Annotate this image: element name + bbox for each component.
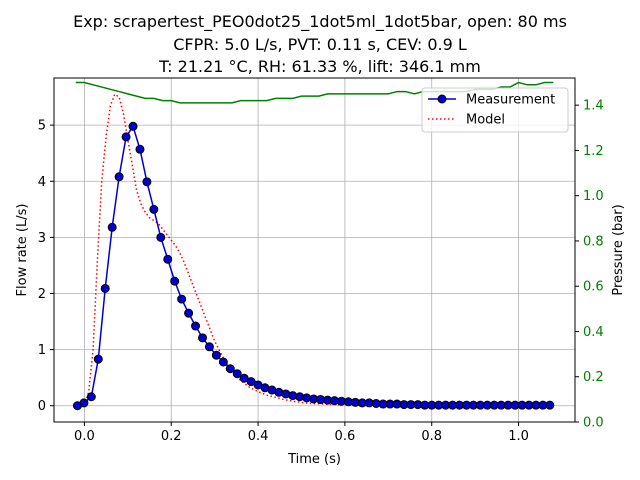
measurement-point [107, 222, 117, 232]
chart-title-line-3: T: 21.21 °C, RH: 61.33 %, lift: 346.1 mm [159, 57, 481, 76]
y2-tick-label: 0.0 [583, 416, 604, 431]
measurement-point [121, 132, 131, 142]
y2-tick-label: 1.0 [583, 189, 604, 204]
y-tick-label: 2 [38, 287, 46, 302]
chart-title-line-1: Exp: scrapertest_PEO0dot25_1dot5ml_1dot5… [73, 12, 567, 31]
y-tick-label: 5 [38, 119, 46, 134]
y-tick-label: 3 [38, 231, 46, 246]
chart-title-line-2: CFPR: 5.0 L/s, PVT: 0.11 s, CEV: 0.9 L [173, 35, 467, 54]
measurement-point [128, 121, 138, 131]
legend-box [421, 87, 569, 133]
y2-axis-label: Pressure (bar) [611, 204, 626, 295]
x-tick-label: 0.0 [74, 429, 95, 444]
measurement-point [100, 283, 110, 293]
y2-tick-label: 0.4 [583, 325, 604, 340]
ticks: 0.0 0.2 0.4 0.6 0.8 1.0 0 1 2 3 4 5 0.0 0.2 0.4 0.6 0.8 1… [38, 99, 604, 444]
legend-model-label: Model [466, 113, 505, 128]
x-tick-label: 0.2 [161, 429, 182, 444]
y-axis-label: Flow rate (L/s) [15, 204, 30, 297]
legend-measurement-label: Measurement [466, 93, 555, 108]
y2-tick-label: 1.2 [583, 144, 604, 159]
measurement-point [232, 369, 242, 379]
measurement-point [225, 364, 235, 374]
measurement-point [79, 398, 89, 408]
x-axis-label: Time (s) [287, 452, 341, 467]
measurement-point [191, 321, 201, 331]
y-tick-label: 1 [38, 343, 46, 358]
y2-tick-label: 0.2 [583, 370, 604, 385]
y-tick-label: 0 [38, 399, 46, 414]
measurement-point [114, 172, 124, 182]
measurement-point [211, 350, 221, 360]
grid [54, 78, 575, 422]
measurement-point [170, 276, 180, 286]
legend: Measurement Model [421, 87, 569, 133]
measurement-point [545, 400, 555, 410]
measurement-point [142, 177, 152, 187]
x-tick-label: 1.0 [508, 429, 529, 444]
measurement-point [184, 308, 194, 318]
plot-frame [53, 77, 576, 423]
measurement-point [204, 342, 214, 352]
legend-measurement-marker [437, 94, 447, 104]
measurement-line [77, 124, 550, 407]
measurement-point [135, 144, 145, 154]
y2-tick-label: 0.6 [583, 280, 604, 295]
x-tick-label: 0.8 [421, 429, 442, 444]
series-layer [72, 81, 555, 411]
y-tick-label: 4 [38, 175, 46, 190]
model-line [83, 93, 411, 407]
measurement-point [163, 254, 173, 264]
measurement-point [197, 333, 207, 343]
measurement-point [218, 357, 228, 367]
measurement-point [156, 232, 166, 242]
measurement-point [149, 204, 159, 214]
x-tick-label: 0.4 [248, 429, 269, 444]
measurement-point [93, 354, 103, 364]
y2-tick-label: 1.4 [583, 99, 604, 114]
x-tick-label: 0.6 [335, 429, 356, 444]
y2-tick-label: 0.8 [583, 234, 604, 249]
measurement-point [177, 294, 187, 304]
measurement-point [86, 392, 96, 402]
